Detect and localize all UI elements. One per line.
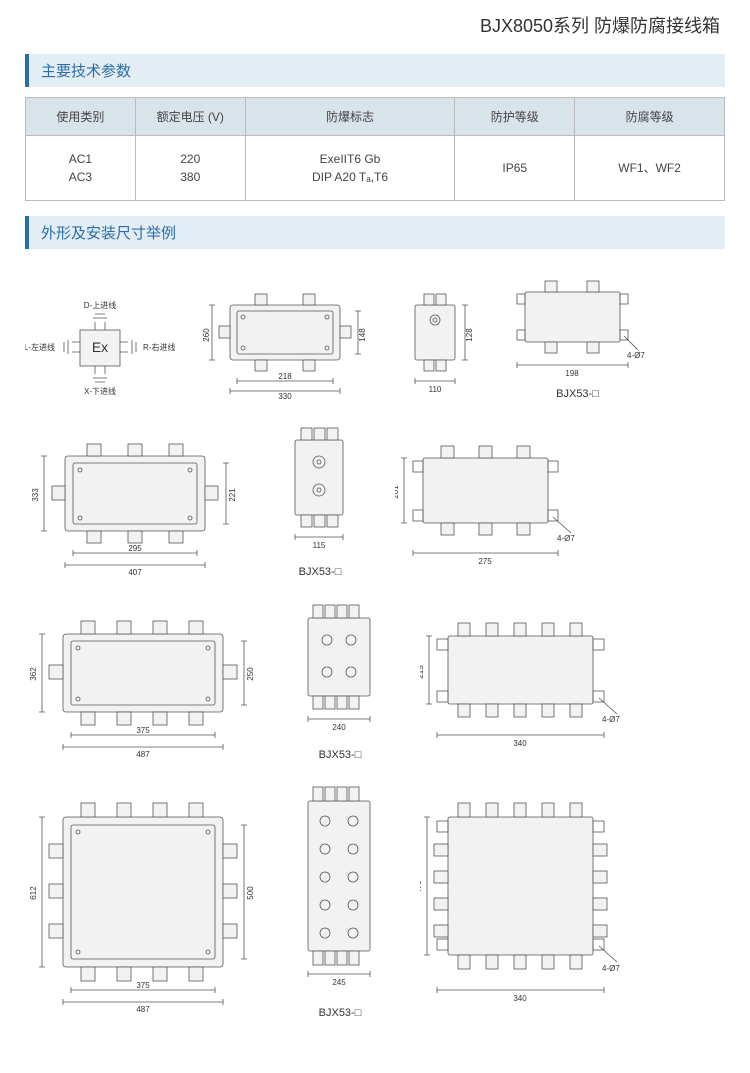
svg-text:4-Ø7: 4-Ø7: [602, 964, 620, 973]
svg-text:295: 295: [128, 544, 142, 553]
table-row: AC1AC3 220380 ExeIIT6 GbDIP A20 Tₐ,T6 IP…: [26, 136, 725, 201]
svg-text:218: 218: [278, 372, 292, 381]
svg-text:201: 201: [395, 485, 400, 499]
svg-text:612: 612: [29, 886, 38, 900]
svg-text:340: 340: [513, 739, 527, 748]
svg-text:128: 128: [465, 328, 474, 342]
svg-text:487: 487: [136, 1005, 150, 1014]
svg-text:375: 375: [136, 726, 150, 735]
svg-text:115: 115: [313, 541, 326, 550]
legend-diagram: D-上进线 X-下进线 L-左进线 R-右进线 Ex: [25, 290, 175, 400]
svg-text:340: 340: [513, 994, 527, 1003]
th-corrosion: 防腐等级: [575, 98, 725, 136]
row3-side: 240 BJX53-□: [280, 590, 400, 761]
spec-table: 使用类别 额定电压 (V) 防爆标志 防护等级 防腐等级 AC1AC3 2203…: [25, 97, 725, 201]
legend-svg: D-上进线 X-下进线 L-左进线 R-右进线 Ex: [25, 290, 175, 400]
model-label: BJX53-□: [319, 1007, 362, 1019]
svg-text:215: 215: [420, 665, 425, 679]
svg-text:487: 487: [136, 750, 150, 759]
model-label: BJX53-□: [556, 388, 599, 400]
svg-text:4-Ø7: 4-Ø7: [602, 715, 620, 724]
row1-side: 128 110: [390, 280, 485, 400]
cell-protect: IP65: [455, 136, 575, 201]
svg-text:245: 245: [332, 978, 346, 987]
svg-text:470: 470: [420, 880, 423, 894]
svg-text:240: 240: [332, 723, 346, 732]
row4-side: 245 BJX53-□: [280, 773, 400, 1019]
row3-front: 375 487 362 250: [25, 606, 260, 761]
svg-text:R-右进线: R-右进线: [143, 342, 175, 352]
cell-exmark: ExeIIT6 GbDIP A20 Tₐ,T6: [245, 136, 455, 201]
svg-text:362: 362: [29, 667, 38, 681]
row1-top: 4-Ø7 198 BJX53-□: [505, 264, 650, 400]
svg-text:221: 221: [228, 488, 237, 502]
svg-text:198: 198: [565, 369, 579, 378]
row2-top: 4-Ø7 201 275: [395, 428, 595, 578]
section-header-params: 主要技术参数: [25, 54, 725, 87]
row3-top: 4-Ø7 215 340: [420, 606, 635, 761]
svg-text:L-左进线: L-左进线: [25, 342, 55, 352]
th-exmark: 防爆标志: [245, 98, 455, 136]
svg-text:407: 407: [128, 568, 142, 577]
row2-front: 295 407 333 221: [25, 428, 245, 578]
row2-side: 115 BJX53-□: [265, 412, 375, 578]
diagrams-area: D-上进线 X-下进线 L-左进线 R-右进线 Ex: [0, 259, 750, 1019]
row4-top: 4-Ø7 470 340: [420, 789, 635, 1019]
svg-text:330: 330: [278, 392, 292, 400]
svg-text:X-下进线: X-下进线: [84, 386, 116, 396]
cell-usage: AC1AC3: [26, 136, 136, 201]
section-header-dims: 外形及安装尺寸举例: [25, 216, 725, 249]
svg-text:250: 250: [246, 667, 255, 681]
svg-text:148: 148: [358, 328, 367, 342]
th-protect: 防护等级: [455, 98, 575, 136]
model-label: BJX53-□: [299, 566, 342, 578]
th-usage: 使用类别: [26, 98, 136, 136]
svg-text:4-Ø7: 4-Ø7: [627, 351, 645, 360]
svg-text:4-Ø7: 4-Ø7: [557, 534, 575, 543]
model-label: BJX53-□: [319, 749, 362, 761]
svg-text:375: 375: [136, 981, 150, 990]
row4-front: 375 487 612 500: [25, 789, 260, 1019]
svg-text:275: 275: [478, 557, 492, 566]
svg-text:333: 333: [31, 488, 40, 502]
svg-text:Ex: Ex: [92, 339, 108, 355]
page-title: BJX8050系列 防爆防腐接线箱: [0, 0, 750, 46]
svg-text:110: 110: [429, 385, 442, 394]
table-header-row: 使用类别 额定电压 (V) 防爆标志 防护等级 防腐等级: [26, 98, 725, 136]
cell-voltage: 220380: [135, 136, 245, 201]
svg-text:500: 500: [246, 886, 255, 900]
svg-text:D-上进线: D-上进线: [84, 300, 116, 310]
th-voltage: 额定电压 (V): [135, 98, 245, 136]
svg-text:260: 260: [202, 328, 211, 342]
row1-front: 218 330 260 148: [195, 280, 370, 400]
cell-corrosion: WF1、WF2: [575, 136, 725, 201]
